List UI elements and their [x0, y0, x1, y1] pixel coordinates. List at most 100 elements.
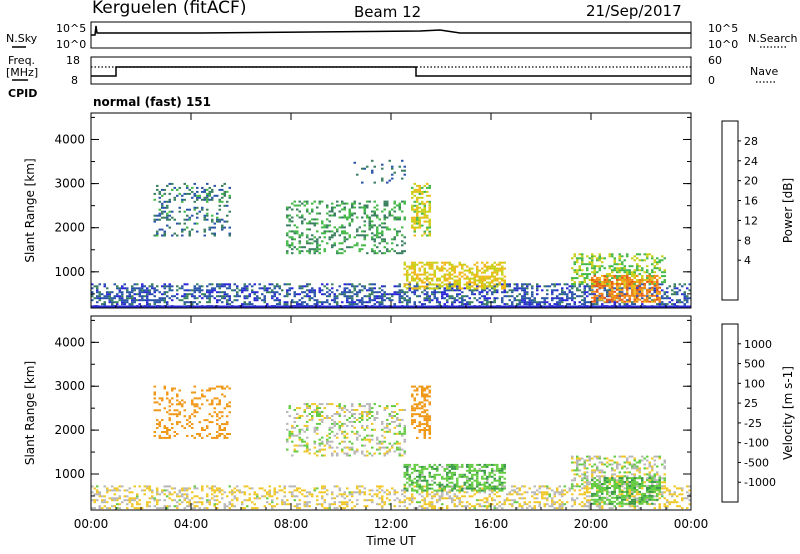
echo-cell: [286, 411, 289, 413]
echo-cell: [168, 505, 171, 508]
echo-cell: [308, 212, 311, 215]
echo-cell: [456, 497, 459, 500]
echo-cell: [351, 501, 354, 504]
echo-cell: [436, 469, 439, 472]
echo-cell: [218, 403, 221, 406]
echo-cell: [403, 200, 406, 203]
echo-cell: [371, 226, 374, 229]
echo-cell: [291, 287, 294, 290]
echo-cell: [513, 501, 516, 504]
echo-cell: [213, 411, 216, 414]
echo-cell: [316, 409, 319, 411]
echo-cell: [326, 442, 329, 445]
echo-cell: [253, 299, 256, 302]
echo-cell: [531, 299, 534, 302]
echo-cell: [148, 285, 151, 288]
echo-cell: [163, 301, 166, 304]
echo-cell: [346, 295, 349, 298]
echo-cell: [411, 279, 414, 282]
echo-cell: [201, 489, 204, 492]
echo-cell: [116, 287, 119, 290]
echo-cell: [438, 279, 441, 282]
echo-cell: [403, 273, 406, 276]
echo-cell: [186, 297, 189, 300]
echo-cell: [91, 491, 94, 494]
echo-cell: [323, 226, 326, 229]
echo-cell: [406, 467, 409, 470]
echo-cell: [416, 214, 419, 217]
echo-cell: [413, 273, 416, 276]
echo-cell: [558, 297, 561, 300]
echo-cell: [606, 298, 609, 301]
echo-cell: [536, 283, 539, 286]
echo-cell: [413, 234, 416, 237]
echo-cell: [531, 507, 534, 510]
echo-cell: [663, 293, 666, 296]
echo-cell: [338, 226, 341, 229]
echo-cell: [368, 403, 371, 406]
echo-cell: [341, 200, 344, 203]
echo-cell: [571, 287, 574, 290]
echo-cell: [196, 190, 199, 193]
echo-cell: [338, 405, 341, 408]
echo-cell: [636, 295, 639, 298]
cpid-value: normal (fast) 151: [93, 95, 211, 109]
echo-cell: [343, 236, 346, 239]
echo-cell: [496, 495, 499, 498]
echo-cell: [226, 495, 229, 498]
echo-cell: [556, 489, 559, 492]
echo-cell: [421, 208, 424, 211]
echo-cell: [298, 236, 301, 239]
echo-cell: [666, 303, 669, 306]
echo-cell: [613, 294, 616, 297]
echo-cell: [491, 489, 494, 492]
echo-cell: [368, 283, 371, 286]
echo-cell: [568, 489, 571, 492]
echo-cell: [203, 216, 206, 219]
echo-cell: [363, 295, 366, 298]
echo-cell: [206, 399, 209, 402]
echo-cell: [243, 297, 246, 300]
echo-cell: [488, 267, 491, 270]
echo-cell: [326, 287, 329, 290]
echo-cell: [558, 507, 561, 510]
echo-cell: [416, 273, 419, 276]
echo-cell: [416, 218, 419, 221]
echo-cell: [343, 452, 346, 455]
echo-cell: [171, 397, 174, 400]
echo-cell: [323, 491, 326, 494]
echo-cell: [346, 432, 349, 435]
echo-cell: [658, 493, 661, 496]
echo-cell: [298, 430, 301, 433]
echo-cell: [401, 169, 404, 172]
echo-cell: [646, 255, 649, 258]
echo-cell: [491, 301, 494, 304]
echo-cell: [643, 259, 646, 262]
echo-cell: [391, 238, 394, 241]
echo-cell: [271, 283, 274, 286]
echo-cell: [456, 479, 459, 482]
echo-cell: [186, 218, 189, 221]
echo-cell: [203, 507, 206, 510]
echo-cell: [166, 184, 169, 187]
echo-cell: [411, 287, 414, 290]
echo-cell: [581, 275, 584, 278]
echo-cell: [403, 285, 406, 288]
echo-cell: [573, 489, 576, 492]
echo-cell: [433, 297, 436, 300]
echo-cell: [426, 277, 429, 280]
echo-cell: [681, 497, 684, 500]
echo-cell: [301, 440, 304, 443]
echo-cell: [368, 440, 371, 443]
echo-cell: [411, 493, 414, 496]
echo-cell: [343, 216, 346, 219]
echo-cell: [431, 479, 434, 482]
echo-cell: [146, 505, 149, 508]
echo-cell: [151, 497, 154, 500]
echo-cell: [426, 285, 429, 288]
echo-cell: [216, 283, 219, 286]
echo-cell: [321, 220, 324, 223]
echo-cell: [448, 495, 451, 498]
echo-cell: [513, 499, 516, 502]
echo-cell: [208, 291, 211, 294]
